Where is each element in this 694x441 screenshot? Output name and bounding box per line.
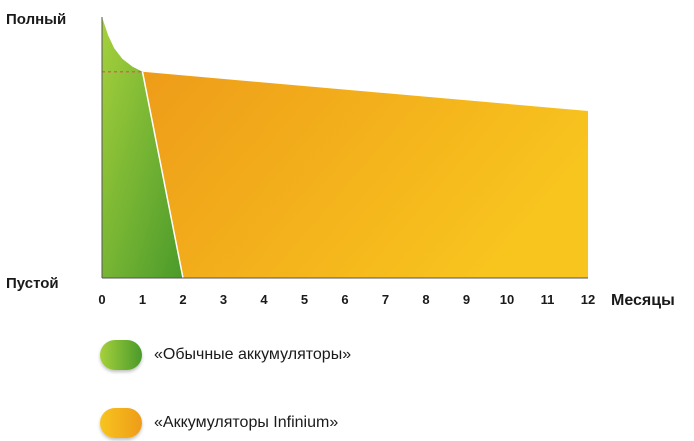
legend-swatch-regular [100,340,142,370]
x-tick-labels: 0 1 2 3 4 5 6 7 8 9 10 11 12 [98,292,595,307]
x-tick-label: 0 [98,292,105,307]
x-axis-label: Месяцы [611,292,675,309]
x-tick-label: 7 [382,292,389,307]
series-infinium-area [142,71,588,278]
legend-swatch-infinium [100,408,142,438]
series-regular-area [102,17,183,278]
x-tick-label: 4 [260,292,268,307]
x-tick-label: 1 [139,292,146,307]
x-tick-label: 8 [422,292,429,307]
x-tick-label: 6 [341,292,348,307]
legend-item-regular: «Обычные аккумуляторы» [100,340,351,370]
x-tick-label: 10 [500,292,514,307]
x-tick-label: 5 [301,292,308,307]
x-tick-label: 11 [541,292,555,307]
legend-label-regular: «Обычные аккумуляторы» [154,346,352,363]
legend-label-infinium: «Аккумуляторы Infinium» [154,414,339,431]
series-regular-edge [141,71,184,279]
legend-item-infinium: «Аккумуляторы Infinium» [100,408,338,438]
x-tick-label: 12 [581,292,595,307]
x-tick-label: 3 [220,292,227,307]
y-axis-label-full: Полный [6,11,66,28]
x-tick-label: 9 [463,292,470,307]
x-tick-label: 2 [179,292,186,307]
y-axis-label-empty: Пустой [6,275,59,292]
